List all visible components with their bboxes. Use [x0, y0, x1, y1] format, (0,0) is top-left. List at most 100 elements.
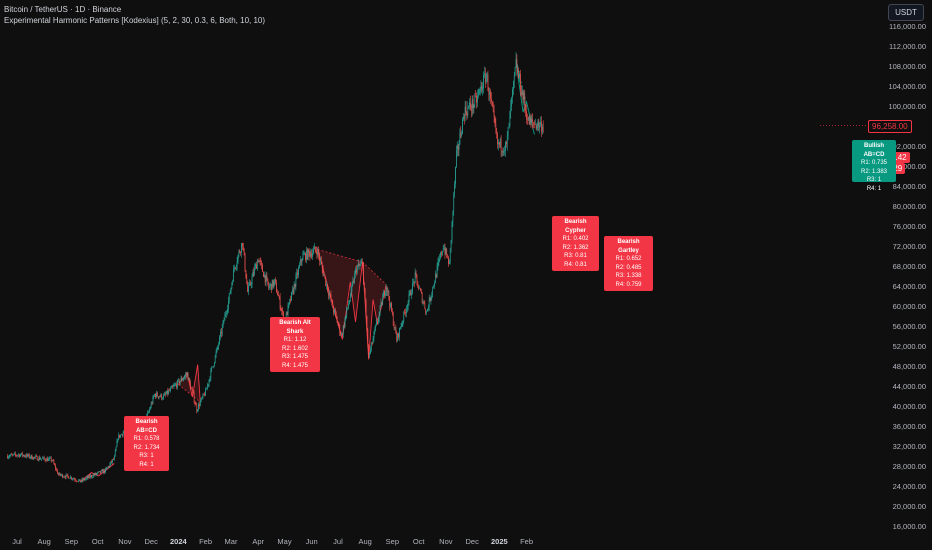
candle-down [528, 117, 530, 125]
candle-up [163, 393, 165, 396]
currency-button[interactable]: USDT [888, 4, 924, 21]
candle-down [111, 461, 113, 463]
candle-up [310, 253, 312, 257]
candle-up [263, 274, 265, 278]
candle-up [49, 458, 50, 459]
candle-down [257, 261, 259, 262]
candle-down [363, 262, 364, 283]
candle-up [274, 279, 276, 282]
candle-up [432, 286, 434, 294]
candle-up [106, 468, 107, 469]
candle-down [305, 253, 306, 261]
candle-up [449, 248, 451, 262]
candle-up [199, 401, 201, 406]
candle-up [40, 458, 42, 460]
candle-up [409, 291, 411, 294]
candle-up [507, 127, 509, 137]
candle-up [456, 145, 458, 151]
candle-down [278, 296, 280, 297]
candle-up [313, 249, 314, 254]
candle-up [534, 124, 536, 125]
candle-down [417, 281, 419, 288]
candle-up [222, 320, 224, 327]
candle-up [414, 272, 416, 283]
candle-down [524, 95, 526, 107]
candle-up [72, 478, 74, 480]
candle-down [261, 262, 263, 265]
candle-down [56, 469, 57, 470]
pattern-ratio: R2: 0.485 [615, 264, 642, 271]
candle-up [206, 385, 208, 389]
candle-up [360, 263, 362, 266]
price-tick-label: 32,000.00 [892, 442, 926, 451]
candle-up [101, 470, 103, 471]
price-tick-label: 40,000.00 [892, 402, 926, 411]
time-tick-label: Oct [412, 537, 425, 546]
candle-down [12, 454, 13, 456]
candle-down [91, 475, 92, 478]
candle-up [228, 293, 230, 301]
candle-up [273, 281, 275, 287]
candle-up [539, 124, 541, 128]
candle-up [63, 476, 64, 478]
candle-down [362, 262, 363, 264]
price-tick-label: 112,000.00 [889, 42, 926, 51]
price-tick-label: 60,000.00 [892, 302, 926, 311]
candle-down [324, 275, 326, 278]
candle-up [439, 258, 441, 260]
candle-up [255, 264, 256, 268]
candle-down [260, 260, 262, 263]
candle-up [33, 456, 35, 460]
candle-up [168, 390, 170, 394]
candle-down [47, 458, 49, 462]
candle-down [429, 297, 431, 301]
pattern-label-bearish-cypher: Bearish Cypher R1: 0.402 R2: 1.362 R3: 0… [552, 216, 599, 271]
candle-up [85, 477, 87, 479]
candle-down [335, 313, 337, 318]
candle-up [462, 118, 463, 134]
candle-up [69, 478, 70, 480]
candle-down [420, 288, 421, 291]
candle-down [192, 391, 194, 394]
candle-down [286, 312, 288, 316]
candle-down [315, 250, 317, 252]
price-tick-label: 100,000.00 [888, 102, 926, 111]
candle-up [372, 338, 374, 344]
candle-up [477, 92, 479, 96]
candle-down [335, 309, 336, 314]
candle-down [249, 282, 251, 285]
candle-down [263, 271, 264, 278]
candle-down [196, 404, 198, 412]
candle-up [499, 139, 501, 145]
candle-up [450, 239, 452, 249]
candle-up [46, 458, 48, 462]
candle-up [20, 454, 21, 457]
candle-up [94, 473, 96, 476]
candle-down [155, 394, 156, 398]
candle-up [504, 150, 505, 152]
candle-down [425, 308, 427, 313]
candle-up [173, 385, 175, 387]
candle-up [428, 297, 430, 308]
candle-up [486, 75, 488, 76]
candle-down [242, 246, 244, 249]
pattern-label-bearish-alt-shark: Bearish Alt Shark R1: 1.12 R2: 1.602 R3:… [270, 317, 320, 372]
candle-down [491, 101, 493, 107]
candle-up [206, 388, 207, 390]
candle-down [294, 283, 296, 287]
indicator-title[interactable]: Experimental Harmonic Patterns [Kodexius… [4, 16, 266, 25]
candle-up [65, 474, 67, 478]
price-tick-label: 44,000.00 [892, 382, 926, 391]
candle-up [234, 267, 235, 270]
symbol-title[interactable]: Bitcoin / TetherUS · 1D · Binance [4, 5, 122, 14]
candle-down [73, 478, 75, 480]
candle-up [394, 327, 396, 328]
candle-up [426, 311, 427, 313]
candle-up [385, 286, 387, 293]
candle-up [306, 249, 307, 261]
pattern-ratio-line [362, 261, 387, 285]
candle-up [22, 455, 24, 456]
time-tick-label: Jul [12, 537, 22, 546]
candle-up [313, 246, 315, 250]
